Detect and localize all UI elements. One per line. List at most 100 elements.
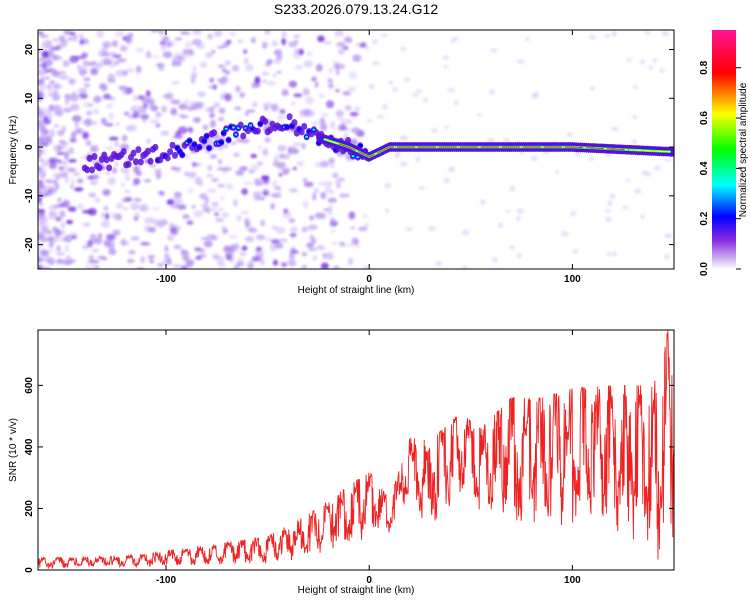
heatmap-cell bbox=[320, 123, 328, 131]
heatmap-cell bbox=[338, 192, 346, 199]
heatmap-cell bbox=[93, 197, 101, 203]
heatmap-cell bbox=[38, 243, 43, 249]
heatmap-cell bbox=[652, 58, 658, 63]
heatmap-cell bbox=[87, 176, 95, 180]
heatmap-cell bbox=[334, 30, 344, 37]
heatmap-cell bbox=[170, 203, 180, 209]
heatmap-cell bbox=[38, 63, 45, 68]
heatmap-cell bbox=[352, 54, 362, 63]
heatmap-cell bbox=[314, 212, 325, 220]
heatmap-cell bbox=[251, 256, 262, 262]
heatmap-cell bbox=[47, 92, 54, 97]
heatmap-cell bbox=[78, 88, 88, 94]
heatmap-cell bbox=[217, 207, 224, 211]
heatmap-cell bbox=[43, 115, 48, 122]
heatmap-cell bbox=[405, 227, 413, 232]
colorbar-tick-label: 0.6 bbox=[699, 111, 710, 125]
heatmap-cell bbox=[79, 39, 85, 46]
heatmap-cell bbox=[100, 212, 106, 219]
heatmap-cell bbox=[84, 39, 90, 45]
heatmap-cell bbox=[632, 85, 639, 89]
heatmap-cell bbox=[442, 55, 450, 60]
heatmap-cell bbox=[349, 226, 356, 230]
heatmap-cell bbox=[64, 97, 70, 105]
heatmap-cell bbox=[302, 200, 309, 209]
heatmap-cell bbox=[143, 95, 152, 100]
heatmap-cell bbox=[192, 30, 202, 36]
heatmap-cell bbox=[47, 117, 53, 121]
heatmap-cell bbox=[443, 177, 451, 184]
heatmap-cell bbox=[104, 171, 112, 175]
heatmap-cell bbox=[52, 53, 58, 61]
heatmap-cell bbox=[41, 226, 46, 230]
colorbar-tick-label: 0.8 bbox=[699, 60, 710, 74]
heatmap-cell bbox=[62, 107, 72, 113]
heatmap-cell bbox=[132, 165, 141, 174]
heatmap-cell bbox=[55, 252, 66, 256]
heatmap-cell bbox=[188, 187, 194, 194]
heatmap-cell bbox=[238, 251, 247, 257]
heatmap-cell bbox=[50, 209, 58, 217]
heatmap-cell bbox=[193, 210, 203, 218]
heatmap-cell bbox=[634, 188, 642, 194]
heatmap-cell bbox=[303, 181, 314, 188]
heatmap-cell bbox=[69, 137, 77, 143]
heatmap-cell bbox=[308, 247, 318, 252]
heatmap-cell bbox=[86, 154, 93, 162]
heatmap-cell bbox=[312, 192, 317, 201]
heatmap-cell bbox=[248, 124, 253, 127]
colorbar bbox=[712, 30, 736, 269]
heatmap-cell bbox=[150, 118, 159, 125]
heatmap-cell bbox=[299, 110, 305, 118]
heatmap-cell bbox=[253, 195, 260, 201]
heatmap-cell bbox=[211, 207, 217, 212]
heatmap-cell bbox=[111, 211, 117, 220]
heatmap-cell bbox=[45, 45, 53, 50]
heatmap-cell bbox=[303, 60, 314, 68]
heatmap-cell bbox=[217, 116, 225, 122]
heatmap-cell bbox=[254, 181, 264, 186]
heatmap-cell bbox=[81, 209, 92, 214]
heatmap-cell bbox=[607, 200, 613, 206]
snr-y-tick-label: 0 bbox=[24, 567, 35, 573]
heatmap-y-tick-label: -20 bbox=[24, 237, 35, 252]
heatmap-cell bbox=[294, 64, 303, 70]
heatmap-cell bbox=[238, 166, 249, 172]
heatmap-cell bbox=[306, 51, 313, 57]
heatmap-cell bbox=[240, 132, 247, 140]
heatmap-cell bbox=[301, 251, 308, 257]
heatmap-cell bbox=[76, 65, 83, 72]
heatmap-cell bbox=[209, 78, 215, 83]
heatmap-cell bbox=[43, 69, 51, 74]
heatmap-cell bbox=[489, 89, 496, 95]
heatmap-cell bbox=[309, 234, 315, 242]
heatmap-cell bbox=[179, 152, 185, 157]
heatmap-cell bbox=[68, 147, 75, 155]
heatmap-cell bbox=[108, 243, 115, 251]
heatmap-cell bbox=[354, 244, 360, 248]
heatmap-cell bbox=[38, 184, 44, 190]
heatmap-cell bbox=[115, 69, 125, 77]
heatmap-cell bbox=[225, 251, 235, 257]
heatmap-cell bbox=[217, 261, 226, 268]
heatmap-cell bbox=[232, 152, 241, 158]
heatmap-cell bbox=[106, 164, 113, 172]
heatmap-cell bbox=[335, 68, 341, 76]
heatmap-cell bbox=[399, 135, 408, 141]
heatmap-cell bbox=[241, 245, 248, 251]
heatmap-cell bbox=[221, 131, 227, 136]
heatmap-cell bbox=[625, 178, 631, 183]
heatmap-cell bbox=[89, 166, 96, 174]
heatmap-cell bbox=[180, 249, 186, 253]
heatmap-cell bbox=[67, 159, 77, 163]
heatmap-cell bbox=[97, 232, 103, 239]
heatmap-cell bbox=[276, 114, 286, 121]
heatmap-cell bbox=[288, 80, 298, 88]
heatmap-cell bbox=[344, 105, 352, 111]
heatmap-cell bbox=[213, 30, 223, 38]
heatmap-x-ticks: -100 0 100 bbox=[156, 30, 581, 285]
heatmap-cell bbox=[38, 137, 45, 142]
heatmap-cell bbox=[653, 165, 661, 171]
heatmap-cell bbox=[243, 181, 253, 185]
heatmap-cell bbox=[231, 65, 240, 72]
